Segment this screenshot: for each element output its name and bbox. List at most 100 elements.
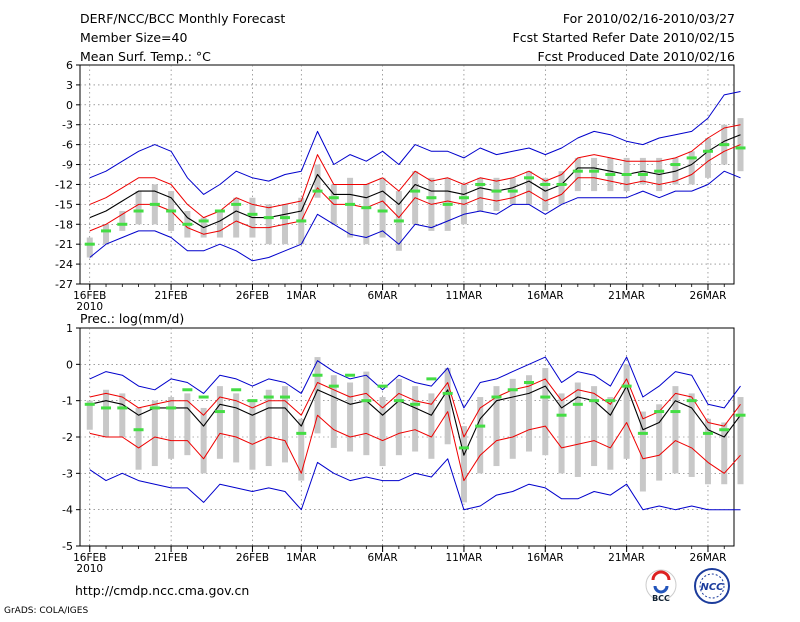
ensemble-range-bar bbox=[558, 171, 565, 205]
x-tick-label: 16FEB bbox=[73, 552, 106, 564]
observed-marker bbox=[458, 446, 469, 450]
x-tick-label: 1MAR bbox=[286, 552, 316, 564]
y-tick-label: -5 bbox=[62, 540, 73, 553]
series-lower-spread bbox=[89, 411, 741, 482]
ensemble-range-bar bbox=[363, 184, 370, 245]
observed-marker bbox=[524, 176, 535, 180]
series-upper-spread bbox=[89, 124, 741, 219]
header-variable-temp: Mean Surf. Temp.: °C bbox=[80, 49, 211, 64]
ensemble-range-bar bbox=[347, 382, 354, 452]
observed-marker bbox=[117, 222, 128, 226]
ensemble-range-bar bbox=[526, 375, 533, 452]
observed-marker bbox=[345, 373, 356, 377]
footer-url[interactable]: http://cmdp.ncc.cma.gov.cn bbox=[75, 583, 249, 598]
bcc-logo: BCC bbox=[645, 569, 677, 603]
observed-marker bbox=[377, 384, 388, 388]
observed-marker bbox=[166, 209, 177, 213]
x-tick-label: 16FEB bbox=[73, 290, 106, 302]
observed-marker bbox=[475, 424, 486, 428]
x-tick-label: 11MAR bbox=[445, 552, 482, 564]
observed-marker bbox=[572, 402, 583, 406]
observed-marker bbox=[182, 222, 193, 226]
observed-marker bbox=[263, 395, 274, 399]
ensemble-range-bar bbox=[200, 407, 207, 474]
ensemble-range-bar bbox=[591, 386, 598, 467]
observed-marker bbox=[410, 402, 421, 406]
observed-marker bbox=[654, 410, 665, 414]
ensemble-range-bar bbox=[574, 157, 581, 192]
x-tick-label: 1MAR bbox=[286, 290, 316, 302]
y-tick-label: 1 bbox=[66, 322, 73, 335]
ensemble-range-bar bbox=[493, 386, 500, 467]
observed-marker bbox=[475, 182, 486, 186]
y-tick-label: 0 bbox=[66, 358, 73, 371]
observed-marker bbox=[377, 209, 388, 213]
y-tick-label: -9 bbox=[62, 159, 73, 172]
y-tick-label: -15 bbox=[55, 198, 73, 211]
y-tick-label: 0 bbox=[66, 99, 73, 112]
series-lower-bound bbox=[89, 458, 741, 511]
observed-marker bbox=[312, 189, 323, 193]
ensemble-range-bar bbox=[526, 171, 533, 205]
ensemble-range-bar bbox=[721, 422, 728, 485]
ensemble-range-bar bbox=[688, 151, 695, 185]
observed-marker bbox=[637, 431, 648, 435]
observed-marker bbox=[589, 399, 600, 403]
ensemble-range-bar bbox=[103, 224, 110, 245]
ensemble-range-bar bbox=[298, 418, 305, 481]
observed-marker bbox=[296, 219, 307, 223]
ensemble-range-bar bbox=[86, 400, 93, 430]
ensemble-range-bar bbox=[428, 393, 435, 459]
ensemble-range-bar bbox=[704, 418, 711, 485]
header-produced-date: Fcst Produced Date 2010/02/16 bbox=[537, 49, 735, 64]
observed-marker bbox=[182, 388, 193, 392]
ensemble-range-bar bbox=[477, 177, 484, 211]
ensemble-range-bar bbox=[460, 426, 467, 503]
observed-marker bbox=[296, 431, 307, 435]
ensemble-range-bar bbox=[216, 386, 223, 459]
observed-marker bbox=[247, 212, 258, 216]
observed-marker bbox=[702, 149, 713, 153]
ensemble-range-bar bbox=[281, 386, 288, 463]
ensemble-range-bar bbox=[639, 411, 646, 492]
ensemble-range-bar bbox=[168, 397, 175, 459]
ensemble-range-bar bbox=[542, 367, 549, 456]
ensemble-range-bar bbox=[509, 378, 516, 459]
ensemble-range-bar bbox=[314, 357, 321, 434]
observed-marker bbox=[637, 173, 648, 176]
observed-marker bbox=[214, 209, 225, 213]
ensemble-range-bar bbox=[119, 211, 126, 231]
observed-marker bbox=[556, 182, 567, 186]
ensemble-range-bar bbox=[363, 371, 370, 456]
series-lower-bound bbox=[89, 170, 741, 262]
observed-marker bbox=[133, 209, 144, 213]
observed-marker bbox=[589, 169, 600, 173]
ncc-logo-text: NCC bbox=[700, 582, 724, 593]
y-tick-label: -1 bbox=[62, 395, 73, 408]
ensemble-range-bar bbox=[314, 164, 321, 198]
observed-marker bbox=[279, 395, 290, 399]
series-upper-bound bbox=[89, 356, 741, 409]
series-lower-spread bbox=[89, 144, 741, 235]
observed-marker bbox=[149, 202, 160, 206]
observed-marker bbox=[524, 381, 535, 384]
ensemble-range-bar bbox=[119, 393, 126, 437]
y-tick-label: -3 bbox=[62, 119, 73, 132]
observed-marker bbox=[198, 395, 209, 399]
ensemble-range-bar bbox=[249, 400, 256, 470]
y-tick-label: 3 bbox=[66, 79, 73, 92]
observed-marker bbox=[702, 431, 713, 435]
observed-marker bbox=[84, 402, 95, 406]
observed-marker bbox=[686, 156, 697, 160]
observed-marker bbox=[686, 399, 697, 403]
ensemble-range-bar bbox=[86, 237, 93, 258]
observed-marker bbox=[101, 406, 112, 410]
observed-marker bbox=[361, 206, 372, 210]
x-tick-label: 26FEB bbox=[236, 290, 269, 302]
y-tick-label: -18 bbox=[55, 218, 73, 231]
ensemble-range-bar bbox=[347, 177, 354, 238]
observed-marker bbox=[328, 384, 339, 388]
